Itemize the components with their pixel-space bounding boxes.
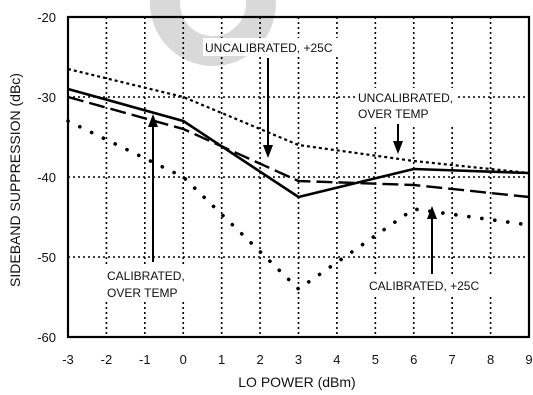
x-tick-label: 5	[372, 352, 379, 367]
y-axis-label: SIDEBAND SUPPRESSION (dBc)	[7, 73, 23, 287]
annotation-calibrated-25c-label: CALIBRATED, +25C	[369, 279, 479, 293]
series-line-long-dash	[67, 95, 530, 199]
x-axis-label: LO POWER (dBm)	[238, 374, 355, 390]
y-tick-label: -60	[37, 330, 56, 345]
x-tick-label: -3	[62, 352, 74, 367]
x-tick-label: 7	[449, 352, 456, 367]
series-line-short-dash	[67, 67, 530, 175]
series-line-solid	[67, 87, 530, 199]
annotation-calibrated-overtemp: CALIBRATED, OVER TEMP	[105, 264, 195, 302]
tick-labels: -3 -2 -1 0 1 2 3 4 5 6 7 8 9 -20 -30 -40 -50 -60	[37, 10, 532, 367]
y-tick-label: -40	[37, 170, 56, 185]
annotation-uncalibrated-overtemp: UNCALIBRATED, OVER TEMP	[355, 88, 455, 124]
annotation-calibrated-overtemp-label-1: CALIBRATED,	[107, 269, 185, 283]
arrow-uncalibrated-overtemp	[393, 124, 403, 154]
plot-frame	[66, 15, 531, 339]
x-tick-label: 9	[525, 352, 532, 367]
y-tick-label: -20	[37, 10, 56, 25]
x-tick-label: 3	[295, 352, 302, 367]
x-tick-label: -1	[139, 352, 151, 367]
y-tick-label: -50	[37, 250, 56, 265]
arrow-uncalibrated-25c	[263, 58, 273, 158]
x-tick-label: 6	[410, 352, 417, 367]
annotation-calibrated-25c: CALIBRATED, +25C	[367, 276, 507, 294]
x-tick-label: 2	[256, 352, 263, 367]
arrow-calibrated-overtemp	[148, 114, 158, 262]
x-tick-label: 0	[180, 352, 187, 367]
arrow-calibrated-25c	[427, 206, 437, 274]
x-tick-label: 8	[487, 352, 494, 367]
annotation-uncalibrated-25c: UNCALIBRATED, +25C	[203, 38, 347, 56]
x-tick-label: 4	[333, 352, 340, 367]
annotation-uncalibrated-overtemp-label-1: UNCALIBRATED,	[358, 91, 453, 105]
annotation-uncalibrated-25c-label: UNCALIBRATED, +25C	[205, 41, 333, 55]
annotation-arrows	[148, 58, 437, 274]
series-line-dotted	[66, 119, 531, 291]
x-tick-label: -2	[101, 352, 113, 367]
y-tick-label: -30	[37, 90, 56, 105]
annotation-calibrated-overtemp-label-2: OVER TEMP	[107, 286, 177, 300]
x-tick-label: 1	[218, 352, 225, 367]
annotation-uncalibrated-overtemp-label-2: OVER TEMP	[358, 107, 428, 121]
series-group	[66, 67, 531, 291]
